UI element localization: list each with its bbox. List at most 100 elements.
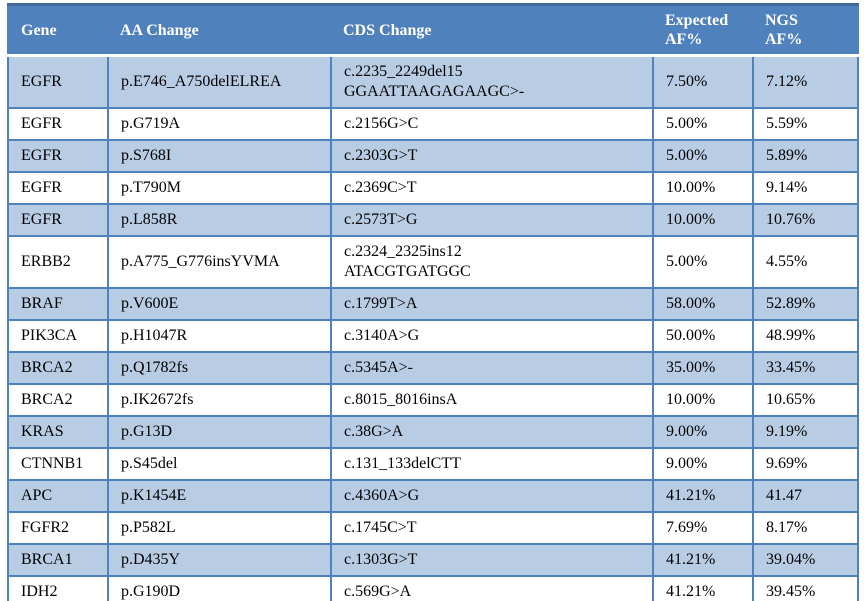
gene-cell: ERBB2 (7, 235, 109, 290)
aa-change-cell: p.Q1782fs (107, 351, 332, 386)
aa-change-cell: p.T790M (107, 171, 332, 206)
aa-change-cell: p.G13D (107, 415, 332, 450)
gene-cell: BRCA2 (7, 383, 109, 418)
column-header-expected-af: Expected AF% (653, 4, 753, 58)
cds-change-cell: c.1799T>A (330, 287, 654, 322)
ngs-af-cell: 48.99% (752, 319, 859, 354)
gene-cell: APC (7, 479, 109, 514)
ngs-af-cell: 4.55% (752, 235, 859, 290)
expected-af-cell: 9.00% (652, 447, 754, 482)
aa-change-cell: p.S768I (107, 139, 332, 174)
aa-change-cell: p.IK2672fs (107, 383, 332, 418)
ngs-af-cell: 33.45% (752, 351, 859, 386)
aa-change-cell: p.H1047R (107, 319, 332, 354)
cds-change-cell: c.569G>A (330, 575, 654, 601)
variant-table: Gene AA Change CDS Change Expected AF% N… (7, 3, 859, 601)
cds-change-cell: c.1303G>T (330, 543, 654, 578)
expected-af-cell: 50.00% (652, 319, 754, 354)
table-row: EGFR p.E746_A750delELREA c.2235_2249del15 … (7, 54, 859, 110)
aa-change-cell: p.S45del (107, 447, 332, 482)
gene-cell: EGFR (7, 203, 109, 238)
cds-change-cell: c.131_133delCTT (330, 447, 654, 482)
cds-change-cell: c.2324_2325ins12 ATACGTGATGGC (330, 235, 654, 290)
gene-cell: EGFR (7, 54, 109, 110)
ngs-af-cell: 10.65% (752, 383, 859, 418)
aa-change-cell: p.D435Y (107, 543, 332, 578)
column-header-aa-change: AA Change (108, 4, 331, 58)
aa-change-cell: p.E746_A750delELREA (107, 54, 332, 110)
ngs-af-cell: 5.59% (752, 107, 859, 142)
expected-af-cell: 41.21% (652, 543, 754, 578)
column-header-ngs-af: NGS AF% (753, 4, 858, 58)
ngs-af-cell: 10.76% (752, 203, 859, 238)
ngs-af-cell: 52.89% (752, 287, 859, 322)
table-row: EGFR p.T790M c.2369C>T 10.00% 9.14% (7, 171, 859, 206)
header-row: Gene AA Change CDS Change Expected AF% N… (8, 4, 858, 58)
aa-change-cell: p.G190D (107, 575, 332, 601)
cds-change-cell: c.3140A>G (330, 319, 654, 354)
cds-change-cell: c.1745C>T (330, 511, 654, 546)
expected-af-cell: 58.00% (652, 287, 754, 322)
table-row: IDH2 p.G190D c.569G>A 41.21% 39.45% (7, 575, 859, 601)
cds-change-cell: c.38G>A (330, 415, 654, 450)
cds-change-cell: c.2235_2249del15 GGAATTAAGAGAAGC>- (330, 54, 654, 110)
table-row: CTNNB1 p.S45del c.131_133delCTT 9.00% 9.69% (7, 447, 859, 482)
cds-change-cell: c.2303G>T (330, 139, 654, 174)
expected-af-cell: 41.21% (652, 575, 754, 601)
column-header-cds-change: CDS Change (331, 4, 653, 58)
table-row: KRAS p.G13D c.38G>A 9.00% 9.19% (7, 415, 859, 450)
ngs-af-cell: 8.17% (752, 511, 859, 546)
table-row: BRCA2 p.Q1782fs c.5345A>- 35.00% 33.45% (7, 351, 859, 386)
table-row: EGFR p.L858R c.2573T>G 10.00% 10.76% (7, 203, 859, 238)
ngs-af-cell: 39.45% (752, 575, 859, 601)
cds-change-cell: c.5345A>- (330, 351, 654, 386)
table-row: PIK3CA p.H1047R c.3140A>G 50.00% 48.99% (7, 319, 859, 354)
table-row: BRAF p.V600E c.1799T>A 58.00% 52.89% (7, 287, 859, 322)
expected-af-cell: 5.00% (652, 235, 754, 290)
aa-change-cell: p.K1454E (107, 479, 332, 514)
ngs-af-cell: 9.19% (752, 415, 859, 450)
table-row: EGFR p.G719A c.2156G>C 5.00% 5.59% (7, 107, 859, 142)
gene-cell: BRAF (7, 287, 109, 322)
expected-af-cell: 5.00% (652, 139, 754, 174)
gene-cell: CTNNB1 (7, 447, 109, 482)
expected-af-cell: 7.50% (652, 54, 754, 110)
gene-cell: FGFR2 (7, 511, 109, 546)
table-row: APC p.K1454E c.4360A>G 41.21% 41.47 (7, 479, 859, 514)
cds-change-cell: c.4360A>G (330, 479, 654, 514)
variant-table-header: Gene AA Change CDS Change Expected AF% N… (8, 4, 858, 58)
expected-af-cell: 35.00% (652, 351, 754, 386)
aa-change-cell: p.L858R (107, 203, 332, 238)
expected-af-cell: 41.21% (652, 479, 754, 514)
gene-cell: PIK3CA (7, 319, 109, 354)
ngs-af-cell: 39.04% (752, 543, 859, 578)
gene-cell: KRAS (7, 415, 109, 450)
aa-change-cell: p.V600E (107, 287, 332, 322)
ngs-af-cell: 9.14% (752, 171, 859, 206)
variant-table-body: EGFR p.E746_A750delELREA c.2235_2249del15 … (7, 54, 859, 601)
aa-change-cell: p.P582L (107, 511, 332, 546)
expected-af-cell: 9.00% (652, 415, 754, 450)
cds-change-cell: c.8015_8016insA (330, 383, 654, 418)
gene-cell: EGFR (7, 139, 109, 174)
column-header-gene: Gene (8, 4, 108, 58)
gene-cell: BRCA2 (7, 351, 109, 386)
expected-af-cell: 5.00% (652, 107, 754, 142)
table-row: EGFR p.S768I c.2303G>T 5.00% 5.89% (7, 139, 859, 174)
ngs-af-cell: 41.47 (752, 479, 859, 514)
ngs-af-cell: 5.89% (752, 139, 859, 174)
aa-change-cell: p.G719A (107, 107, 332, 142)
table-row: ERBB2 p.A775_G776insYVMA c.2324_2325ins12 … (7, 235, 859, 290)
aa-change-cell: p.A775_G776insYVMA (107, 235, 332, 290)
gene-cell: EGFR (7, 171, 109, 206)
cds-change-cell: c.2369C>T (330, 171, 654, 206)
ngs-af-cell: 7.12% (752, 54, 859, 110)
expected-af-cell: 10.00% (652, 171, 754, 206)
cds-change-cell: c.2573T>G (330, 203, 654, 238)
gene-cell: BRCA1 (7, 543, 109, 578)
table-row: FGFR2 p.P582L c.1745C>T 7.69% 8.17% (7, 511, 859, 546)
expected-af-cell: 7.69% (652, 511, 754, 546)
expected-af-cell: 10.00% (652, 203, 754, 238)
gene-cell: EGFR (7, 107, 109, 142)
gene-cell: IDH2 (7, 575, 109, 601)
